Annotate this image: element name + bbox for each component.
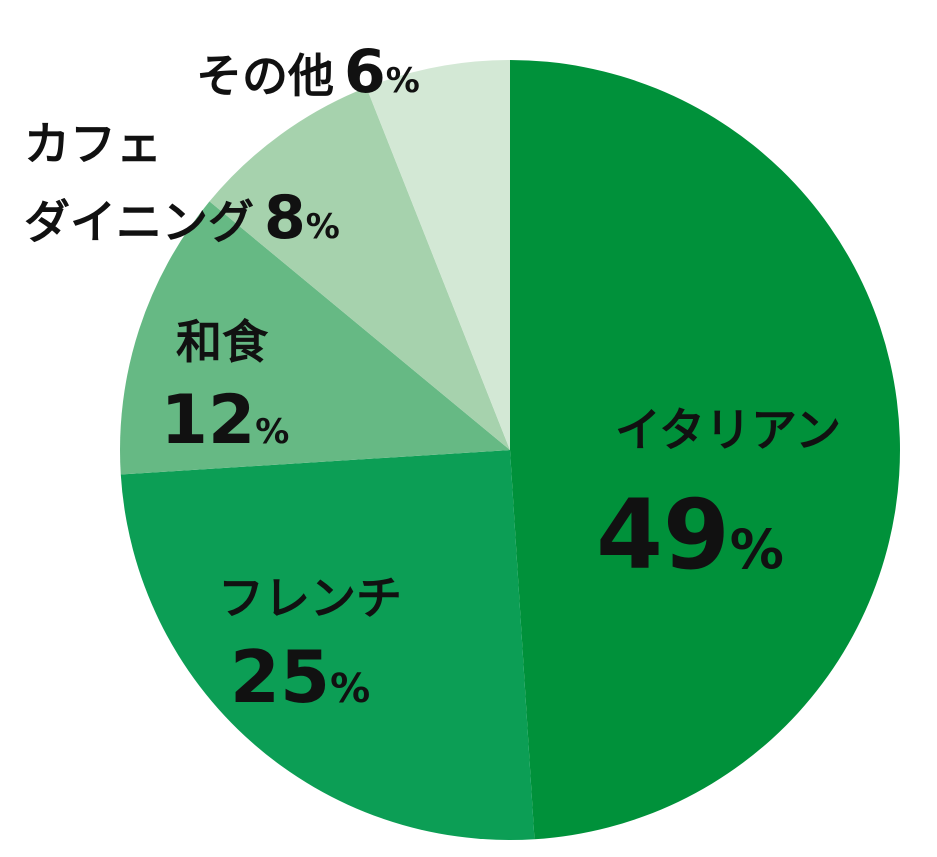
pie-slice-other <box>366 60 510 450</box>
slice-value-number-washoku: 12 <box>161 381 256 460</box>
slice-value-unit-italian: % <box>730 518 784 581</box>
slice-value-unit-other: % <box>386 61 420 101</box>
slice-value-unit-french: % <box>330 666 370 712</box>
pie-slice-cafe-dining <box>209 87 510 450</box>
slice-value-number-italian: 49 <box>596 479 730 591</box>
slice-value-unit-washoku: % <box>255 412 289 452</box>
slice-value-number-french: 25 <box>230 635 330 719</box>
slice-value-number-other: 6 <box>344 37 386 107</box>
slice-label-cafe-line1: カフェ <box>24 117 162 171</box>
slice-label-french: フレンチ <box>218 571 402 625</box>
slice-value-italian: 49% <box>596 479 784 591</box>
slice-value-french: 25% <box>230 635 370 719</box>
pie-slices <box>120 60 900 840</box>
slice-value-number-cafe: 8 <box>264 183 306 253</box>
slice-label-italian: イタリアン <box>615 403 841 457</box>
pie-slice-italian <box>510 60 900 840</box>
slice-label-other: その他 <box>196 49 334 103</box>
slice-value-unit-cafe: % <box>306 207 340 247</box>
slice-label-cafe-line2: ダイニング <box>24 195 254 249</box>
slice-label-other-row: その他 6% <box>196 37 420 107</box>
slice-label-cafe-line2-row: ダイニング 8% <box>24 183 340 253</box>
slice-value-washoku: 12% <box>161 381 290 460</box>
slice-label-washoku: 和食 <box>176 315 269 369</box>
pie-slice-washoku <box>120 201 510 475</box>
pie-slice-french <box>120 450 535 840</box>
